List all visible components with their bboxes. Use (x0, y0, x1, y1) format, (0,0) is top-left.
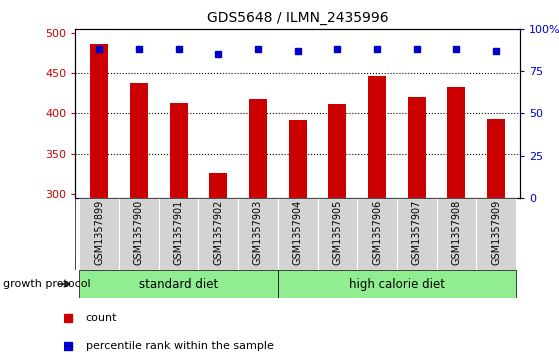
Text: GSM1357900: GSM1357900 (134, 200, 144, 265)
Text: high calorie diet: high calorie diet (349, 278, 445, 290)
Bar (238, 198, 278, 270)
Bar (437, 198, 476, 270)
Bar (91, 44, 108, 198)
Text: standard diet: standard diet (139, 278, 218, 290)
Text: percentile rank within the sample: percentile rank within the sample (86, 341, 274, 351)
Bar (447, 87, 465, 198)
Bar (329, 104, 346, 198)
Text: count: count (86, 313, 117, 323)
Bar (357, 198, 397, 270)
Text: GSM1357907: GSM1357907 (412, 200, 421, 265)
Bar (368, 76, 386, 198)
Bar (249, 99, 267, 198)
Text: GSM1357906: GSM1357906 (372, 200, 382, 265)
Bar (130, 83, 148, 198)
Bar (79, 270, 278, 298)
Bar (487, 119, 505, 198)
Bar (79, 198, 119, 270)
Text: GSM1357909: GSM1357909 (491, 200, 501, 265)
Bar (289, 120, 306, 198)
Bar (278, 270, 516, 298)
Text: GSM1357899: GSM1357899 (94, 200, 105, 265)
Bar (408, 97, 425, 198)
Text: growth protocol: growth protocol (3, 279, 91, 289)
Text: GSM1357905: GSM1357905 (333, 200, 342, 265)
Bar (170, 103, 188, 198)
Bar (278, 198, 318, 270)
Bar (119, 198, 159, 270)
Bar (476, 198, 516, 270)
Bar (397, 198, 437, 270)
Bar (318, 198, 357, 270)
Text: GSM1357901: GSM1357901 (174, 200, 183, 265)
Text: GSM1357908: GSM1357908 (451, 200, 461, 265)
Bar (198, 198, 238, 270)
Bar (159, 198, 198, 270)
Bar (210, 173, 228, 198)
Title: GDS5648 / ILMN_2435996: GDS5648 / ILMN_2435996 (207, 11, 389, 25)
Text: GSM1357903: GSM1357903 (253, 200, 263, 265)
Text: GSM1357904: GSM1357904 (293, 200, 302, 265)
Text: GSM1357902: GSM1357902 (214, 200, 223, 265)
